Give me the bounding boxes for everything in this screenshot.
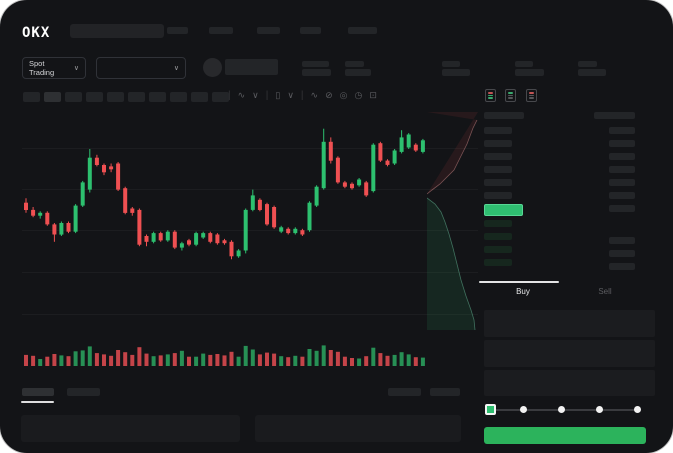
ask-price-placeholder[interactable] — [484, 166, 512, 173]
slider-stop[interactable] — [596, 406, 603, 413]
bottom-tab-placeholder[interactable] — [67, 388, 100, 396]
stat-label-placeholder — [345, 61, 364, 67]
timeframe-button-placeholder[interactable] — [23, 92, 40, 102]
orderbook-view-asks-icon[interactable] — [526, 89, 537, 102]
stat-value-placeholder — [345, 69, 371, 76]
nav-item-placeholder[interactable] — [348, 27, 377, 34]
amount-input-placeholder[interactable] — [484, 340, 655, 367]
order-amount-placeholder[interactable] — [609, 140, 635, 147]
coin-avatar — [203, 58, 222, 77]
bottom-panel-placeholder — [255, 415, 461, 442]
okx-logo[interactable]: OKX — [22, 25, 51, 41]
chevron-down-icon[interactable]: ∨ — [287, 90, 294, 100]
slider-stop[interactable] — [558, 406, 565, 413]
chevron-down-icon: ∨ — [73, 65, 79, 72]
volume-bars — [24, 345, 425, 366]
draw-tools-icon[interactable]: ⊘ — [325, 90, 333, 100]
gridline — [22, 272, 478, 273]
stat-value-placeholder — [578, 69, 606, 76]
bottom-action-placeholder[interactable] — [430, 388, 460, 396]
ask-price-placeholder[interactable] — [484, 179, 512, 186]
bid-price-placeholder[interactable] — [484, 259, 512, 266]
timeframe-button-placeholder[interactable] — [191, 92, 208, 102]
fullscreen-icon[interactable]: ⊡ — [369, 90, 377, 100]
timeframe-button-placeholder[interactable] — [107, 92, 124, 102]
bottom-action-placeholder[interactable] — [388, 388, 421, 396]
last-price-highlight[interactable] — [484, 204, 523, 216]
stat-label-placeholder — [302, 61, 329, 67]
pair-selector-dropdown[interactable]: ∨ — [96, 57, 186, 79]
timeframe-button-placeholder[interactable] — [44, 92, 61, 102]
buy-button[interactable] — [484, 427, 646, 444]
candle-style-icon[interactable]: ▯ — [275, 90, 281, 100]
order-amount-placeholder[interactable] — [609, 166, 635, 173]
market-type-dropdown[interactable]: Spot Trading ∨ — [22, 57, 86, 79]
order-amount-placeholder[interactable] — [609, 237, 635, 244]
candlestick-chart[interactable] — [22, 112, 426, 332]
ask-price-placeholder[interactable] — [484, 127, 512, 134]
nav-item-placeholder[interactable] — [167, 27, 188, 34]
market-type-label: Spot Trading — [29, 59, 55, 77]
stat-label-placeholder — [442, 61, 460, 67]
amount-slider-handle[interactable] — [485, 404, 496, 415]
total-input-placeholder[interactable] — [484, 370, 655, 396]
history-clock-icon[interactable]: ◷ — [354, 90, 363, 100]
order-amount-placeholder[interactable] — [609, 205, 635, 212]
gridline — [22, 230, 478, 231]
ask-price-placeholder[interactable] — [484, 140, 512, 147]
ask-price-placeholder[interactable] — [484, 192, 512, 199]
orderbook-view-bids-icon[interactable] — [505, 89, 516, 102]
orderbook-amount-header-placeholder — [594, 112, 635, 119]
bottom-panel-placeholder — [21, 415, 240, 442]
stat-value-placeholder — [515, 69, 544, 76]
nav-item-placeholder[interactable] — [300, 27, 321, 34]
orderbook-view-both-icon[interactable] — [485, 89, 496, 102]
order-amount-placeholder[interactable] — [609, 192, 635, 199]
timeframe-button-placeholder[interactable] — [170, 92, 187, 102]
price-input-placeholder[interactable] — [484, 310, 655, 337]
bid-price-placeholder[interactable] — [484, 220, 512, 227]
active-tab-indicator — [21, 401, 54, 403]
tab-sell[interactable]: Sell — [598, 287, 612, 296]
timeframe-button-placeholder[interactable] — [86, 92, 103, 102]
timeframe-button-placeholder[interactable] — [128, 92, 145, 102]
timeframe-button-placeholder[interactable] — [65, 92, 82, 102]
gridline — [22, 189, 478, 190]
order-amount-placeholder[interactable] — [609, 250, 635, 257]
ask-price-placeholder[interactable] — [484, 153, 512, 160]
chevron-down-icon: ∨ — [173, 65, 179, 72]
nav-item-placeholder[interactable] — [209, 27, 233, 34]
chevron-down-icon[interactable]: ∨ — [252, 90, 259, 100]
gridline — [22, 148, 478, 149]
gridline — [22, 314, 478, 315]
timeframe-button-placeholder[interactable] — [212, 92, 229, 102]
search-input[interactable] — [70, 24, 164, 38]
stat-label-placeholder — [578, 61, 597, 67]
slider-stop[interactable] — [634, 406, 641, 413]
indicator-icon[interactable]: ∿ — [237, 90, 246, 100]
bid-price-placeholder[interactable] — [484, 233, 512, 240]
order-amount-placeholder[interactable] — [609, 127, 635, 134]
order-amount-placeholder[interactable] — [609, 153, 635, 160]
timeframe-button-placeholder[interactable] — [149, 92, 166, 102]
bid-price-placeholder[interactable] — [484, 246, 512, 253]
snapshot-icon[interactable]: ◎ — [339, 90, 348, 100]
order-amount-placeholder[interactable] — [609, 179, 635, 186]
stat-value-placeholder — [442, 69, 470, 76]
nav-item-placeholder[interactable] — [257, 27, 280, 34]
slider-stop[interactable] — [520, 406, 527, 413]
tab-buy[interactable]: Buy — [516, 287, 530, 296]
stat-value-placeholder — [302, 69, 331, 76]
chart-tools: | ∿ ∨ | ▯ ∨ | ∿ ⊘ ◎ ◷ ⊡ — [228, 90, 377, 101]
buy-tab-indicator — [479, 281, 559, 283]
order-amount-placeholder[interactable] — [609, 263, 635, 270]
depth-overlay-chart[interactable] — [427, 112, 478, 330]
bottom-tab-active-placeholder[interactable] — [22, 388, 54, 396]
pair-name-placeholder — [225, 59, 278, 75]
line-type-icon[interactable]: ∿ — [310, 90, 319, 100]
stat-label-placeholder — [515, 61, 533, 67]
orderbook-price-header-placeholder — [484, 112, 524, 119]
